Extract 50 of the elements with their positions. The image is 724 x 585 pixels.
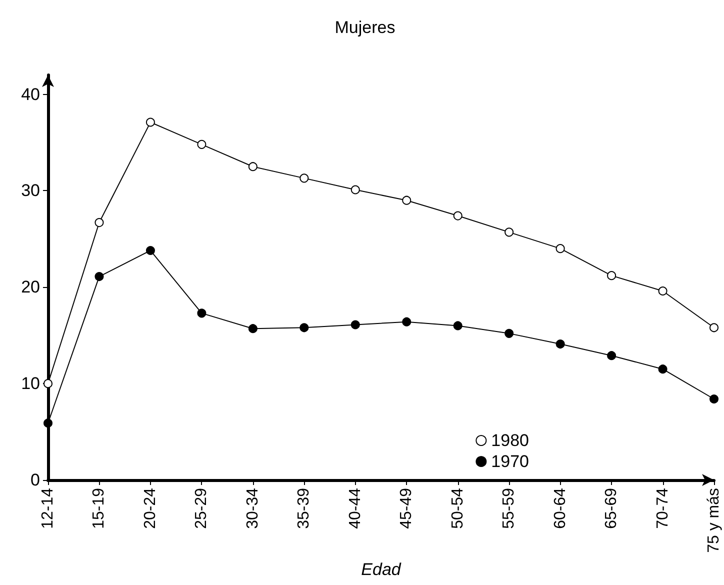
point xyxy=(248,162,258,172)
y-tick-label: 10 xyxy=(21,374,40,394)
x-tick-label: 25-29 xyxy=(193,488,210,529)
x-tick-label: 65-69 xyxy=(603,488,620,529)
point xyxy=(658,364,668,374)
point xyxy=(146,246,155,255)
point xyxy=(402,196,412,205)
point xyxy=(607,351,616,360)
y-tick-label: 30 xyxy=(21,181,40,200)
point xyxy=(146,118,155,127)
point xyxy=(94,218,104,228)
point xyxy=(300,323,309,332)
x-tick-label: 50-54 xyxy=(449,488,466,529)
point xyxy=(504,328,514,338)
point xyxy=(556,244,565,254)
point xyxy=(504,228,514,237)
point xyxy=(350,185,360,194)
point xyxy=(44,418,52,428)
point xyxy=(402,317,412,326)
point xyxy=(300,174,309,183)
x-tick-label: 35-39 xyxy=(296,488,313,529)
x-tick-label: 60-64 xyxy=(552,488,569,529)
point xyxy=(453,211,462,220)
x-tick-label: 75 y más xyxy=(706,488,722,553)
x-axis-title: Edad xyxy=(361,560,402,579)
point xyxy=(658,286,668,296)
point xyxy=(197,308,206,318)
x-tick-label: 40-44 xyxy=(346,488,364,529)
point xyxy=(453,321,462,330)
x-tick-label: 12-14 xyxy=(40,488,56,529)
x-tick-label: 20-24 xyxy=(142,488,159,529)
point xyxy=(556,340,565,349)
point xyxy=(710,394,718,404)
point xyxy=(710,323,718,332)
point xyxy=(197,140,206,149)
x-tick-label: 15-19 xyxy=(90,488,108,529)
chart-title: Mujeres xyxy=(334,18,396,37)
y-tick-label: 20 xyxy=(21,278,40,297)
x-tick-label: 45-49 xyxy=(398,488,416,529)
point xyxy=(248,324,258,334)
point xyxy=(607,271,616,280)
point xyxy=(94,272,104,282)
x-tick-label: 70-74 xyxy=(654,488,672,529)
point xyxy=(350,320,360,330)
y-tick-label: 0 xyxy=(30,470,40,490)
legend-label: 1980 xyxy=(491,431,530,450)
y-tick-label: 40 xyxy=(21,84,40,104)
x-tick-label: 55-59 xyxy=(500,488,518,529)
x-tick-label: 30-34 xyxy=(244,488,262,529)
legend-label: 1970 xyxy=(491,452,530,471)
